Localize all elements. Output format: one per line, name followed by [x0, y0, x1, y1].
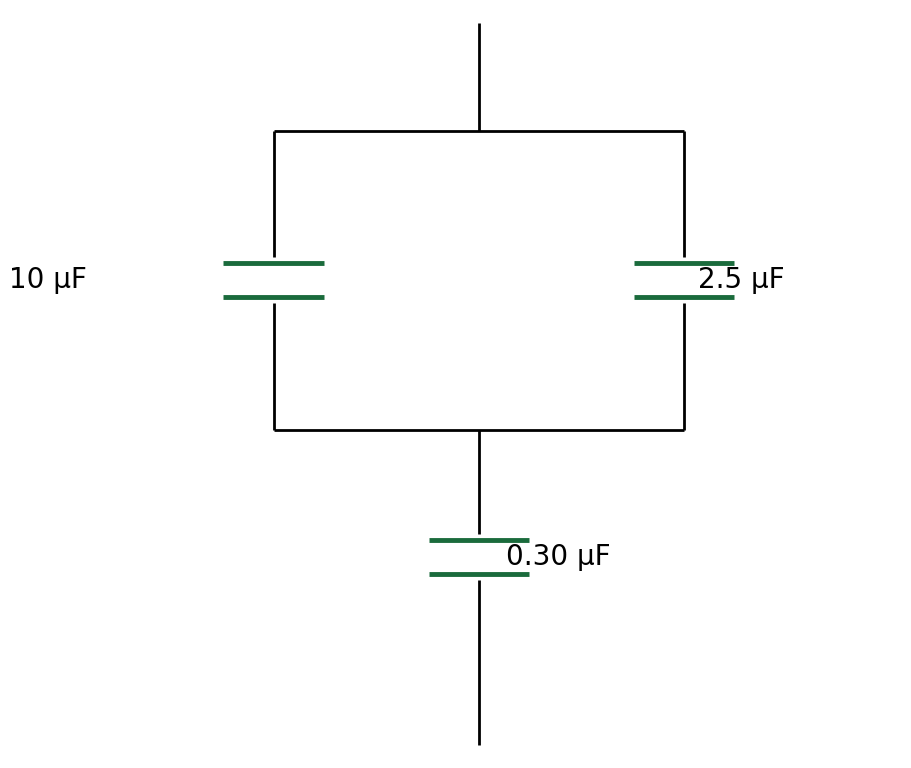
Text: 10 μF: 10 μF	[9, 266, 87, 294]
Text: 0.30 μF: 0.30 μF	[506, 543, 610, 571]
Text: 2.5 μF: 2.5 μF	[697, 266, 783, 294]
